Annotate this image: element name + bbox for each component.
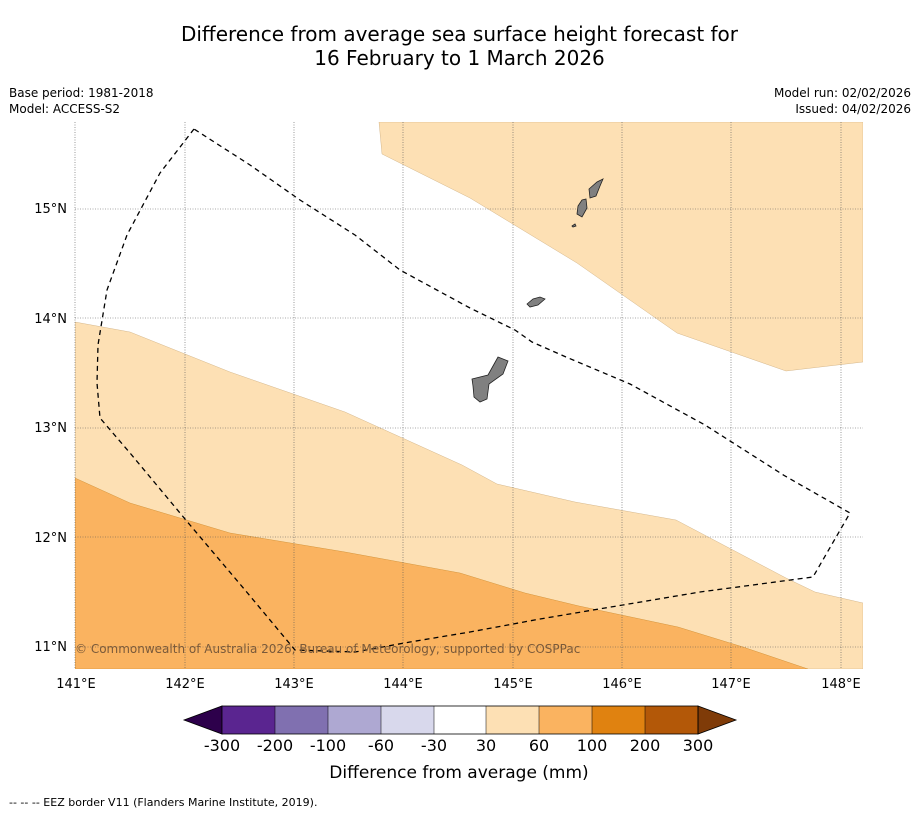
colorbar-bin-3 (328, 706, 381, 734)
colorbar-ticks: -300 -200 -100 -60 -30 30 60 100 200 300 (204, 736, 713, 755)
colorbar-tick-3: -100 (310, 736, 346, 755)
island-aguijan (571, 223, 577, 228)
model-run: Model run: 02/02/2026 (773, 86, 911, 100)
colorbar-tick-1: -300 (204, 736, 240, 755)
colorbar-bin-6 (486, 706, 539, 734)
colorbar-bin-4 (381, 706, 434, 734)
colorbar-bin-8 (592, 706, 645, 734)
island-guam (471, 356, 509, 403)
colorbar-extend-low (182, 705, 223, 735)
sea-surface-height-field (75, 122, 863, 669)
island-rota (526, 296, 546, 308)
colorbar-tick-6: 30 (476, 736, 496, 755)
colorbar-tick-10: 300 (683, 736, 714, 755)
colorbar-bin-1 (222, 706, 275, 734)
lat-labels: 15°N 14°N 13°N 12°N 11°N (34, 202, 67, 655)
colorbar-tick-4: -60 (368, 736, 394, 755)
title-line-1: Difference from average sea surface heig… (180, 22, 739, 46)
lon-label-141: 141°E (56, 677, 96, 692)
lat-label-12: 12°N (34, 531, 67, 546)
colorbar-label: Difference from average (mm) (329, 763, 588, 783)
lat-label-14: 14°N (34, 312, 67, 327)
colorbar: -300 -200 -100 -60 -30 30 60 100 200 300… (182, 705, 738, 783)
islands (471, 178, 604, 403)
lat-label-13: 13°N (34, 421, 67, 436)
base-period: Base period: 1981-2018 (9, 86, 154, 100)
colorbar-bin-5 (434, 706, 486, 734)
model-name: Model: ACCESS-S2 (9, 102, 121, 116)
colorbar-bin-2 (275, 706, 328, 734)
colorbar-extend-high (697, 705, 738, 735)
lon-label-147: 147°E (711, 677, 751, 692)
island-saipan (588, 178, 604, 199)
colorbar-tick-2: -200 (257, 736, 293, 755)
issued-date: Issued: 04/02/2026 (795, 102, 911, 116)
lat-label-11: 11°N (34, 640, 67, 655)
graticule (74, 122, 863, 669)
colorbar-tick-7: 60 (529, 736, 549, 755)
band-30-60-northeast (378, 122, 863, 372)
lon-labels: 141°E 142°E 143°E 144°E 145°E 146°E 147°… (56, 677, 861, 692)
lon-label-142: 142°E (165, 677, 205, 692)
lon-label-143: 143°E (274, 677, 314, 692)
colorbar-outline (221, 705, 699, 735)
band-60-100 (75, 477, 809, 669)
map-title: Difference from average sea surface heig… (0, 22, 919, 70)
copyright-notice: © Commonwealth of Australia 2026, Bureau… (75, 642, 580, 656)
lon-label-148: 148°E (821, 677, 861, 692)
eez-footnote: -- -- -- EEZ border V11 (Flanders Marine… (9, 796, 318, 809)
lon-label-145: 145°E (493, 677, 533, 692)
title-line-2: 16 February to 1 March 2026 (314, 46, 605, 70)
colorbar-bin-7 (539, 706, 592, 734)
colorbar-tick-8: 100 (577, 736, 608, 755)
eez-border (96, 128, 851, 653)
model-info: Base period: 1981-2018 Model: ACCESS-S2 (9, 85, 154, 117)
colorbar-tick-9: 200 (630, 736, 661, 755)
island-tinian (576, 198, 588, 218)
run-info: Model run: 02/02/2026 Issued: 04/02/2026 (774, 85, 911, 117)
colorbar-bin-9 (645, 706, 698, 734)
colorbar-tick-5: -30 (421, 736, 447, 755)
map: © Commonwealth of Australia 2026, Bureau… (34, 122, 863, 692)
lat-label-15: 15°N (34, 202, 67, 217)
lon-label-146: 146°E (602, 677, 642, 692)
colorbar-dividers (274, 706, 646, 734)
lon-label-144: 144°E (383, 677, 423, 692)
